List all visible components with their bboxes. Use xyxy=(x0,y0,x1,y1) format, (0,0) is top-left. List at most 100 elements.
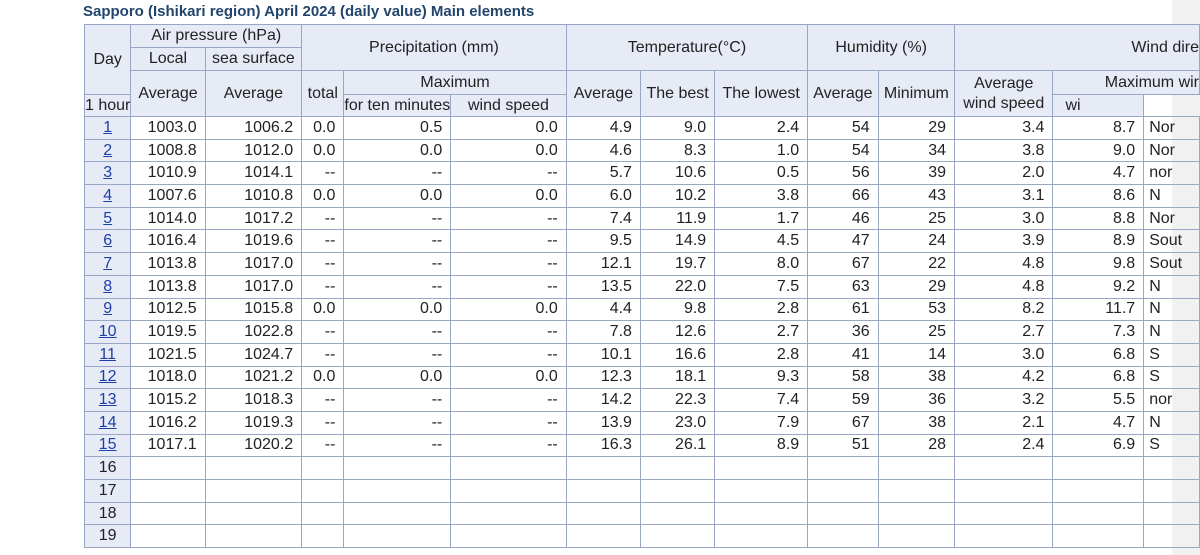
day-cell[interactable]: 14 xyxy=(83,410,132,435)
local-average-cell: 1015.2 xyxy=(130,388,206,412)
sea-average-cell: 1006.2 xyxy=(204,116,303,140)
precip-hour-cell: -- xyxy=(343,320,452,344)
precip-hour-cell xyxy=(343,501,452,526)
max-wind-speed-cell: 4.7 xyxy=(1052,161,1145,186)
table-row: 12 1018.0 1021.2 0.0 0.0 0.0 12.3 18.1 9.3 58 38 4.… xyxy=(83,365,1200,390)
avg-wind-speed-cell: 2.4 xyxy=(954,433,1054,458)
temp-best-cell xyxy=(639,524,716,549)
sea-average-header: Average xyxy=(204,70,303,117)
avg-wind-speed-cell: 3.1 xyxy=(954,184,1054,208)
average-wind-line1: Average xyxy=(974,74,1034,92)
sea-average-cell xyxy=(204,524,303,549)
day-cell: 17 xyxy=(83,479,132,503)
day-cell[interactable]: 13 xyxy=(83,388,132,412)
local-average-cell: 1012.5 xyxy=(130,297,206,322)
temp-lowest-cell: 0.5 xyxy=(714,161,809,186)
day-link[interactable]: 14 xyxy=(98,413,117,431)
day-link[interactable]: 10 xyxy=(98,323,117,341)
day-link[interactable]: 15 xyxy=(98,436,117,454)
day-link[interactable]: 13 xyxy=(98,391,117,409)
day-link[interactable]: 5 xyxy=(103,209,113,227)
humidity-minimum-cell: 29 xyxy=(877,274,956,299)
precip-hour-cell: 0.0 xyxy=(343,138,452,163)
day-link[interactable]: 4 xyxy=(103,186,113,204)
humidity-minimum-cell: 34 xyxy=(877,138,956,163)
max-wind-speed-cell xyxy=(1052,456,1145,480)
weather-table: Day Air pressure (hPa) Precipitation (mm… xyxy=(83,24,1200,549)
humidity-average-cell: 61 xyxy=(807,297,879,322)
day-cell[interactable]: 9 xyxy=(83,297,132,322)
day-cell[interactable]: 5 xyxy=(83,206,132,231)
day-link[interactable]: 2 xyxy=(103,141,113,159)
humidity-minimum-cell: 36 xyxy=(877,388,956,412)
humidity-average-cell: 54 xyxy=(807,138,879,163)
day-link[interactable]: 12 xyxy=(98,368,117,386)
day-cell[interactable]: 10 xyxy=(83,320,132,344)
precip-tenmin-cell: -- xyxy=(450,433,567,458)
temp-lowest-cell xyxy=(714,501,809,526)
air-pressure-header: Air pressure (hPa) xyxy=(130,24,303,48)
max-wind-direction-cell: Sout xyxy=(1143,229,1200,254)
precip-total-header: total xyxy=(301,70,345,117)
day-cell[interactable]: 12 xyxy=(83,365,132,390)
day-cell[interactable]: 15 xyxy=(83,433,132,458)
precip-tenmin-cell: -- xyxy=(450,320,567,344)
temp-best-cell: 10.6 xyxy=(639,161,716,186)
sea-average-cell: 1018.3 xyxy=(204,388,303,412)
day-link[interactable]: 1 xyxy=(103,118,113,136)
max-wind-speed-cell: 8.7 xyxy=(1052,116,1145,140)
max-wind-direction-cell: S xyxy=(1143,342,1200,367)
day-cell[interactable]: 2 xyxy=(83,138,132,163)
day-cell[interactable]: 11 xyxy=(83,342,132,367)
day-link[interactable]: 3 xyxy=(103,164,113,182)
table-row: 18 xyxy=(83,501,1200,526)
table-row: 4 1007.6 1010.8 0.0 0.0 0.0 6.0 10.2 3.8 66 43 3.1 8… xyxy=(83,184,1200,208)
precip-hour-cell: -- xyxy=(343,206,452,231)
table-row: 13 1015.2 1018.3 -- -- -- 14.2 22.3 7.4 59 36 3.2 5.… xyxy=(83,388,1200,412)
day-link[interactable]: 6 xyxy=(103,232,113,250)
max-wind-speed-cell: 8.9 xyxy=(1052,229,1145,254)
day-link[interactable]: 8 xyxy=(103,277,113,295)
temp-best-cell: 22.0 xyxy=(639,274,716,299)
day-link[interactable]: 11 xyxy=(99,345,116,363)
local-average-header: Average xyxy=(130,70,206,117)
day-cell[interactable]: 7 xyxy=(83,252,132,276)
temp-best-cell: 18.1 xyxy=(639,365,716,390)
day-cell[interactable]: 4 xyxy=(83,184,132,208)
humidity-average-cell xyxy=(807,524,879,549)
avg-wind-speed-cell: 8.2 xyxy=(954,297,1054,322)
temp-best-cell: 8.3 xyxy=(639,138,716,163)
temp-average-cell: 9.5 xyxy=(565,229,641,254)
day-cell[interactable]: 3 xyxy=(83,161,132,186)
temp-lowest-cell xyxy=(714,524,809,549)
sea-average-cell: 1017.0 xyxy=(204,274,303,299)
humidity-minimum-cell: 25 xyxy=(877,206,956,231)
avg-wind-speed-cell: 3.0 xyxy=(954,342,1054,367)
max-wind-speed-cell: 8.6 xyxy=(1052,184,1145,208)
sea-average-cell: 1017.0 xyxy=(204,252,303,276)
max-wind-direction-cell: N xyxy=(1143,320,1200,344)
precip-hour-cell: -- xyxy=(343,410,452,435)
day-link[interactable]: 7 xyxy=(103,254,113,272)
max-wind-speed-cell: 6.8 xyxy=(1052,365,1145,390)
day-link[interactable]: 9 xyxy=(103,300,113,318)
table-row: 7 1013.8 1017.0 -- -- -- 12.1 19.7 8.0 67 22 4.8 9.8… xyxy=(83,252,1200,276)
local-average-cell: 1021.5 xyxy=(130,342,206,367)
day-cell[interactable]: 6 xyxy=(83,229,132,254)
day-cell[interactable]: 8 xyxy=(83,274,132,299)
humidity-minimum-cell xyxy=(877,456,956,480)
day-number: 19 xyxy=(98,527,117,545)
precip-tenmin-cell xyxy=(450,501,567,526)
precip-total-cell: -- xyxy=(301,161,345,186)
avg-wind-speed-cell: 2.7 xyxy=(954,320,1054,344)
table-row: 19 xyxy=(83,524,1200,549)
avg-wind-speed-cell: 2.0 xyxy=(954,161,1054,186)
day-cell[interactable]: 1 xyxy=(83,116,132,140)
temp-best-cell: 26.1 xyxy=(639,433,716,458)
humidity-average-cell: 56 xyxy=(807,161,879,186)
max-wind-direction-cell: nor xyxy=(1143,388,1200,412)
max-wind-speed-cell: 9.2 xyxy=(1052,274,1145,299)
avg-wind-speed-cell xyxy=(954,479,1054,503)
sea-average-cell: 1019.3 xyxy=(204,410,303,435)
precip-tenmin-cell: -- xyxy=(450,274,567,299)
